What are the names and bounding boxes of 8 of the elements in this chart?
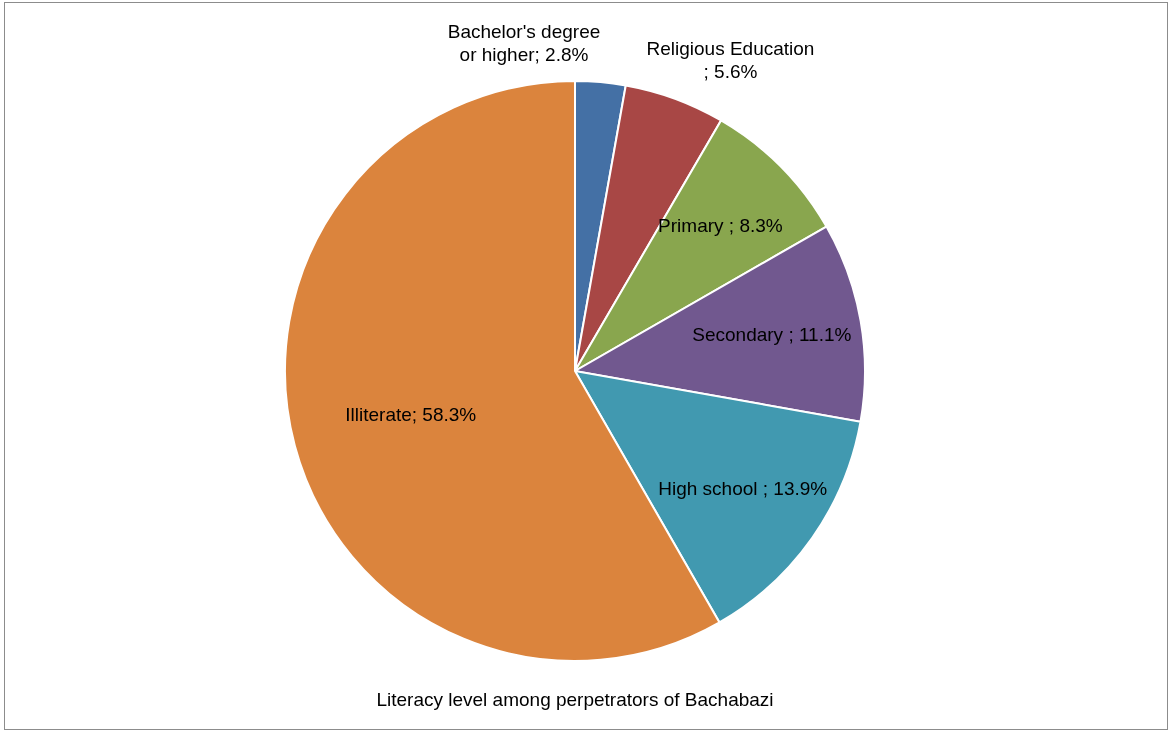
slice-label: Illiterate; 58.3%: [345, 403, 477, 425]
text: Literacy level among perpetrators of Bachabazi: [376, 689, 774, 710]
slice-label: Religious Education: [646, 37, 815, 59]
slice-label: Bachelor's degree or higher; 2.8%: [447, 21, 601, 66]
data-label: ; 5.6%: [703, 60, 758, 82]
slice-label: Primary ; 8.3%: [658, 215, 783, 237]
slice-label: High school ; 13.9%: [658, 477, 828, 499]
slice-label: Secondary ; 11.1%: [692, 323, 852, 345]
